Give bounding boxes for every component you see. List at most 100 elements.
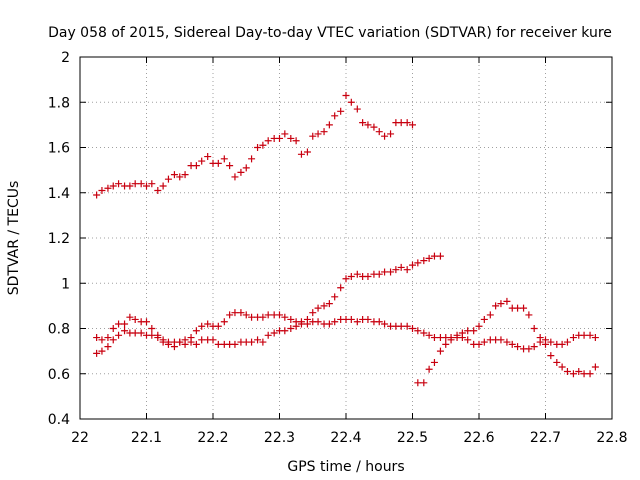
data-point-series-4: [453, 334, 461, 342]
data-point-series-1: [198, 157, 206, 165]
data-point-series-4: [520, 304, 528, 312]
data-point-series-4: [420, 379, 428, 387]
data-point-series-3: [381, 320, 389, 328]
y-tick-label: 1.4: [48, 186, 70, 202]
data-point-series-4: [569, 370, 577, 378]
data-point-series-3: [214, 340, 222, 348]
data-point-series-2: [425, 254, 433, 262]
data-point-series-3: [414, 327, 422, 335]
data-point-series-3: [397, 322, 405, 330]
data-point-series-4: [436, 347, 444, 355]
chart-title: Day 058 of 2015, Sidereal Day-to-day VTE…: [48, 25, 612, 41]
data-point-series-2: [148, 331, 156, 339]
data-point-series-4: [536, 334, 544, 342]
data-point-series-2: [226, 311, 234, 319]
data-point-series-3: [148, 325, 156, 332]
data-point-series-1: [314, 130, 322, 138]
y-tick-label: 1.8: [48, 95, 70, 111]
data-point-series-2: [314, 304, 322, 312]
data-point-series-3: [292, 322, 300, 330]
data-point-series-3: [303, 320, 311, 328]
data-point-series-1: [276, 134, 283, 142]
data-point-series-3: [109, 325, 117, 332]
data-point-series-3: [254, 336, 262, 344]
data-point-series-1: [364, 121, 372, 129]
data-point-series-1: [220, 155, 228, 163]
data-point-series-3: [126, 313, 134, 321]
data-point-series-2: [436, 252, 444, 260]
data-point-series-3: [287, 325, 295, 332]
data-point-series-1: [331, 112, 339, 120]
data-point-series-3: [115, 320, 123, 328]
data-point-series-4: [442, 340, 450, 348]
data-point-series-1: [264, 137, 272, 145]
data-point-series-3: [181, 340, 189, 348]
data-point-series-3: [430, 334, 438, 342]
data-point-series-3: [480, 338, 488, 346]
data-point-series-2: [287, 315, 295, 323]
data-point-series-1: [370, 123, 378, 131]
y-tick-label: 0.8: [48, 322, 70, 338]
data-point-series-2: [364, 272, 372, 280]
data-point-series-3: [569, 334, 577, 342]
data-point-series-3: [591, 334, 599, 342]
data-point-series-4: [464, 327, 472, 335]
data-point-series-4: [580, 370, 588, 378]
data-point-series-4: [486, 311, 494, 319]
data-point-series-3: [264, 331, 272, 339]
data-point-series-3: [176, 338, 184, 346]
data-point-series-3: [209, 336, 217, 344]
data-point-series-3: [331, 318, 339, 326]
data-point-series-1: [303, 148, 311, 156]
x-tick-label: 22.3: [264, 430, 295, 446]
data-point-series-1: [254, 144, 262, 151]
data-point-series-1: [297, 150, 305, 158]
y-tick-label: 1.6: [48, 141, 70, 157]
data-point-series-1: [154, 186, 162, 194]
data-point-series-1: [115, 180, 123, 188]
data-point-series-4: [447, 336, 455, 344]
data-point-series-3: [364, 315, 372, 323]
data-point-series-3: [563, 338, 571, 346]
data-point-series-1: [248, 155, 256, 163]
data-point-series-3: [347, 315, 355, 323]
data-point-series-2: [220, 318, 228, 326]
data-point-series-4: [563, 367, 571, 375]
data-point-series-1: [192, 162, 200, 170]
data-point-series-1: [320, 128, 328, 136]
data-point-series-1: [309, 132, 317, 140]
y-axis-label: SDTVAR / TECUs: [6, 181, 22, 296]
data-point-series-1: [359, 119, 367, 127]
data-point-series-1: [281, 130, 289, 138]
data-point-series-1: [347, 98, 355, 106]
data-point-series-3: [281, 327, 289, 335]
data-point-series-3: [93, 334, 101, 342]
data-point-series-3: [98, 336, 106, 344]
data-point-series-3: [297, 320, 305, 328]
data-point-series-3: [154, 331, 162, 339]
data-point-series-3: [409, 325, 416, 332]
data-point-series-3: [475, 340, 483, 348]
data-point-series-3: [530, 343, 538, 351]
data-point-series-1: [381, 132, 389, 140]
data-point-series-2: [98, 347, 106, 355]
y-tick-labels: 0.4 0.6 0.8 1 1.2 1.4 1.6 1.8 2: [48, 50, 70, 428]
data-point-series-2: [248, 313, 256, 321]
data-point-series-1: [164, 175, 172, 183]
data-point-series-1: [148, 180, 156, 188]
data-point-series-2: [337, 284, 345, 292]
data-point-series-4: [558, 363, 566, 371]
data-point-series-2: [409, 261, 416, 269]
data-point-series-1: [237, 168, 245, 176]
data-point-series-3: [547, 338, 555, 346]
x-tick-label: 22.4: [330, 430, 361, 446]
data-point-series-2: [403, 266, 411, 274]
data-point-series-3: [198, 336, 206, 344]
data-point-series-2: [420, 257, 428, 265]
data-point-series-3: [425, 331, 433, 339]
data-point-series-4: [591, 363, 599, 371]
data-point-series-3: [143, 318, 150, 326]
data-point-series-3: [586, 331, 594, 339]
data-point-series-1: [292, 137, 300, 145]
data-point-series-2: [121, 327, 129, 335]
